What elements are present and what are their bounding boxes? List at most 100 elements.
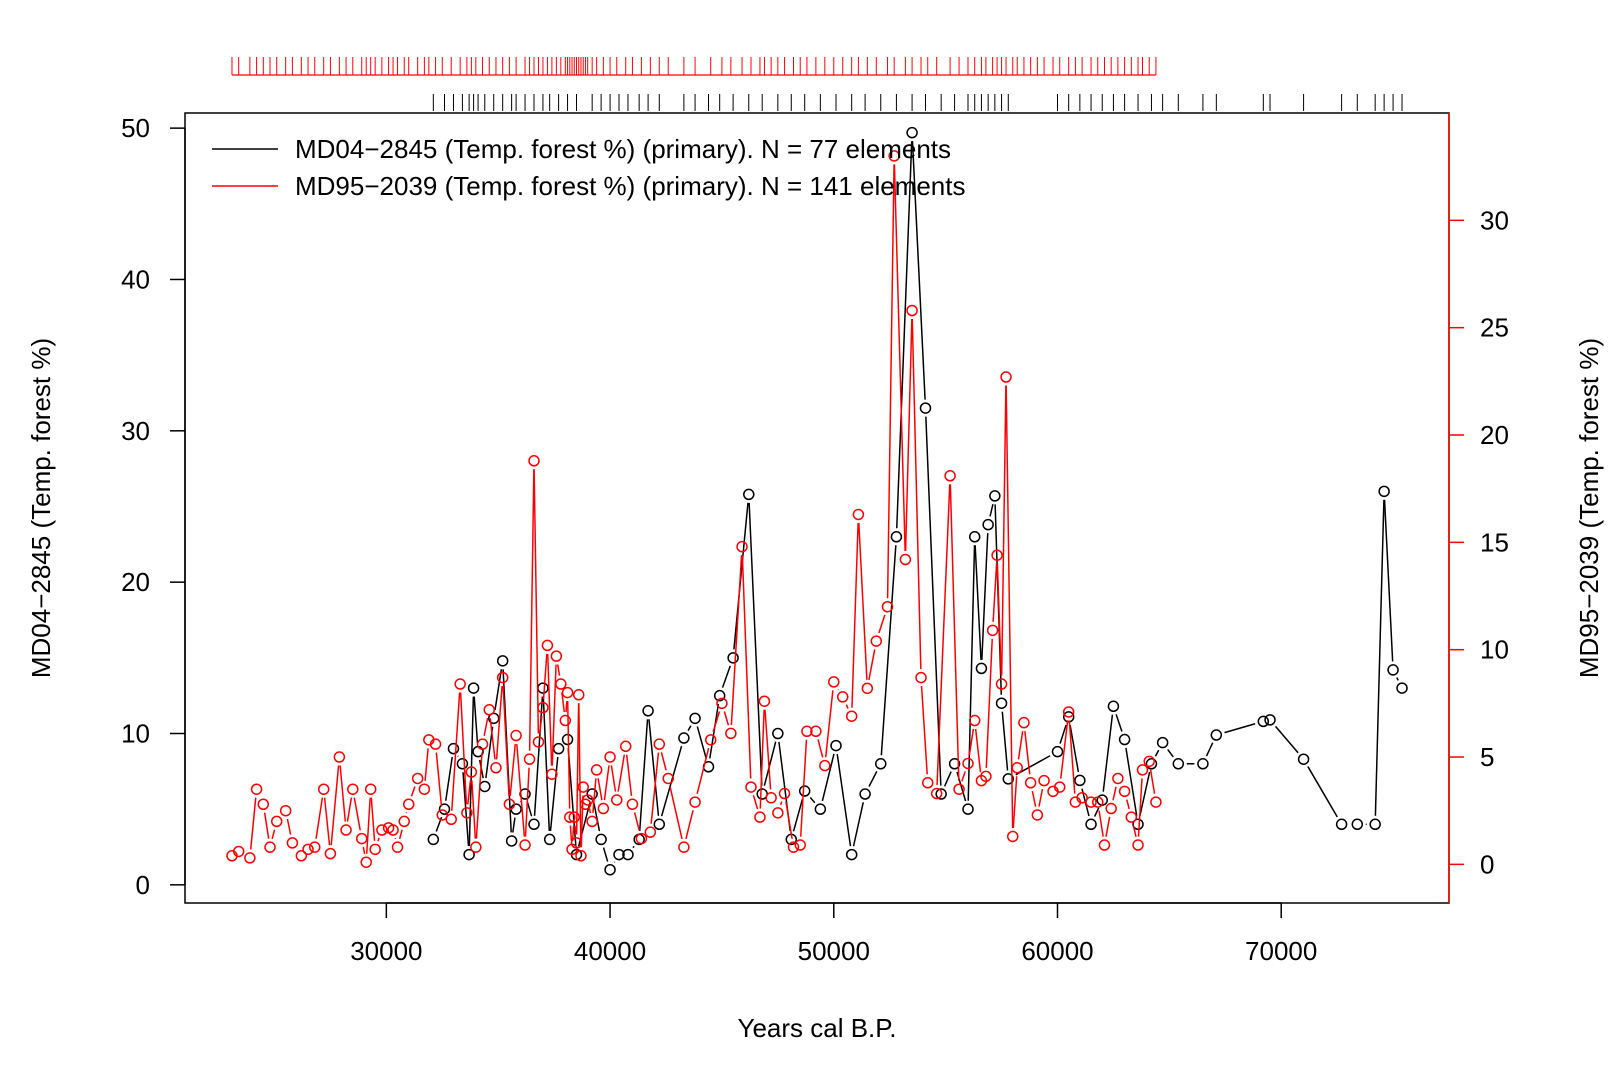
data-point — [1118, 785, 1131, 798]
y-right-tick-label: 25 — [1480, 313, 1509, 343]
data-point — [662, 772, 674, 785]
x-tick-label: 50000 — [798, 936, 870, 966]
data-point — [575, 850, 587, 862]
data-point — [1092, 796, 1104, 808]
data-point — [340, 824, 352, 836]
series-md95-2039 — [226, 150, 1162, 868]
rug-black-md04 — [432, 94, 1403, 111]
data-point — [1007, 830, 1019, 843]
data-point — [360, 856, 372, 868]
y-left-tick-label: 20 — [121, 567, 150, 597]
series-segment — [858, 522, 868, 680]
data-point — [727, 652, 739, 664]
series-segment — [435, 752, 443, 807]
data-point — [1125, 811, 1138, 823]
series-segment — [571, 825, 575, 841]
x-tick-label: 60000 — [1021, 936, 1093, 966]
series-segment — [483, 717, 489, 736]
data-point — [244, 852, 256, 864]
data-point — [689, 796, 701, 808]
data-point — [1132, 839, 1144, 851]
series-segment — [542, 653, 548, 700]
series-segment — [1012, 776, 1018, 829]
data-point — [653, 738, 666, 750]
data-point — [716, 697, 728, 710]
series-segment — [451, 692, 461, 811]
data-point — [429, 738, 442, 750]
data-point — [611, 794, 623, 806]
data-point — [528, 818, 540, 831]
series-segment — [597, 778, 603, 801]
data-point — [819, 759, 831, 772]
y-right-axis: 0 5 10 15 20 25 30 — [1448, 113, 1509, 903]
data-point — [944, 470, 956, 482]
data-point — [402, 798, 415, 810]
series-segment — [495, 686, 503, 760]
series-segment — [574, 825, 577, 835]
data-point — [678, 841, 690, 853]
series-segment — [1005, 385, 1014, 828]
data-point — [980, 770, 992, 783]
series-segment — [687, 725, 692, 732]
series-segment — [512, 817, 516, 833]
data-point — [597, 802, 610, 815]
data-point — [447, 742, 460, 755]
data-point — [355, 832, 368, 845]
series-segment — [1115, 714, 1123, 732]
data-point — [528, 455, 540, 467]
data-point — [561, 733, 574, 746]
x-tick-label: 30000 — [350, 936, 422, 966]
series-segment — [625, 754, 633, 796]
series-segment — [852, 802, 864, 847]
data-point — [968, 714, 981, 727]
series-segment — [1000, 385, 1007, 676]
data-point — [859, 788, 871, 800]
data-point — [561, 686, 574, 699]
series-segment — [752, 795, 759, 810]
y-right-tick-label: 20 — [1480, 420, 1509, 450]
data-point — [635, 832, 648, 845]
series-segment — [648, 719, 660, 816]
data-point — [689, 712, 701, 725]
data-point — [861, 682, 874, 695]
series-segment — [985, 638, 993, 768]
data-point — [546, 768, 558, 780]
series-segment — [845, 704, 849, 709]
data-point — [743, 488, 755, 501]
data-point — [564, 811, 576, 823]
data-point — [523, 753, 536, 765]
data-point — [814, 803, 827, 815]
series-segment — [974, 728, 982, 773]
series-segment — [809, 796, 816, 804]
data-point — [995, 678, 1008, 690]
data-point — [982, 518, 994, 531]
series-segment — [569, 825, 573, 841]
y-right-tick-label: 10 — [1480, 635, 1509, 665]
series-segment — [1031, 790, 1037, 807]
data-point — [1098, 839, 1111, 851]
y-left-tick-label: 0 — [136, 870, 150, 900]
series-segment — [759, 709, 765, 809]
data-point — [552, 742, 565, 755]
series-segment — [1125, 747, 1138, 817]
data-point — [948, 758, 961, 770]
series-segment — [445, 756, 453, 801]
data-point — [989, 490, 1001, 502]
data-point — [496, 655, 509, 667]
series-segment — [462, 772, 470, 847]
y-left-tick-label: 10 — [121, 718, 150, 748]
data-point — [550, 650, 563, 662]
data-point — [1264, 714, 1276, 726]
data-point — [921, 777, 934, 789]
series-segment — [1137, 778, 1143, 837]
legend-label-md95: MD95−2039 (Temp. forest %) (primary). N … — [295, 171, 965, 201]
data-point — [427, 833, 440, 846]
series-segment — [1307, 766, 1338, 818]
y-left-tick-label: 40 — [121, 264, 150, 294]
data-point — [568, 811, 581, 823]
data-point — [1150, 796, 1162, 808]
series-segment — [696, 726, 707, 759]
series-segment — [792, 798, 804, 832]
data-point — [713, 689, 726, 702]
y-right-tick-label: 5 — [1480, 742, 1494, 772]
